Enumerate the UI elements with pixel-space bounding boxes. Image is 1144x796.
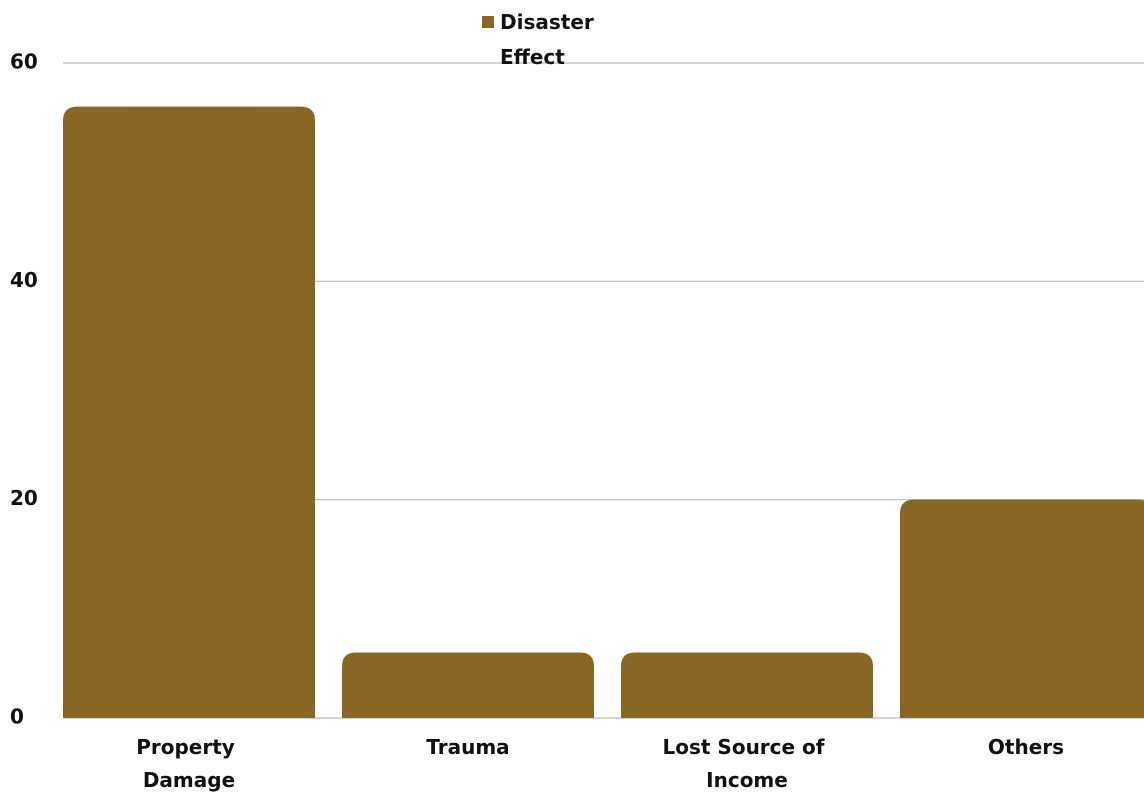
bar: [900, 499, 1144, 718]
x-tick-label: Lost Source of Income: [663, 735, 832, 792]
y-tick-label: 20: [10, 486, 38, 510]
y-tick-label: 60: [10, 50, 38, 74]
legend-label: Disaster Effect: [500, 10, 601, 69]
bar: [342, 652, 594, 718]
legend-swatch: [482, 16, 494, 28]
bar: [621, 652, 873, 718]
x-tick-label: Property Damage: [136, 735, 242, 792]
y-tick-label: 0: [10, 705, 24, 729]
x-tick-label: Trauma: [426, 735, 509, 759]
x-tick-label: Others: [988, 735, 1064, 759]
bar: [63, 106, 315, 718]
y-tick-label: 40: [10, 268, 38, 292]
